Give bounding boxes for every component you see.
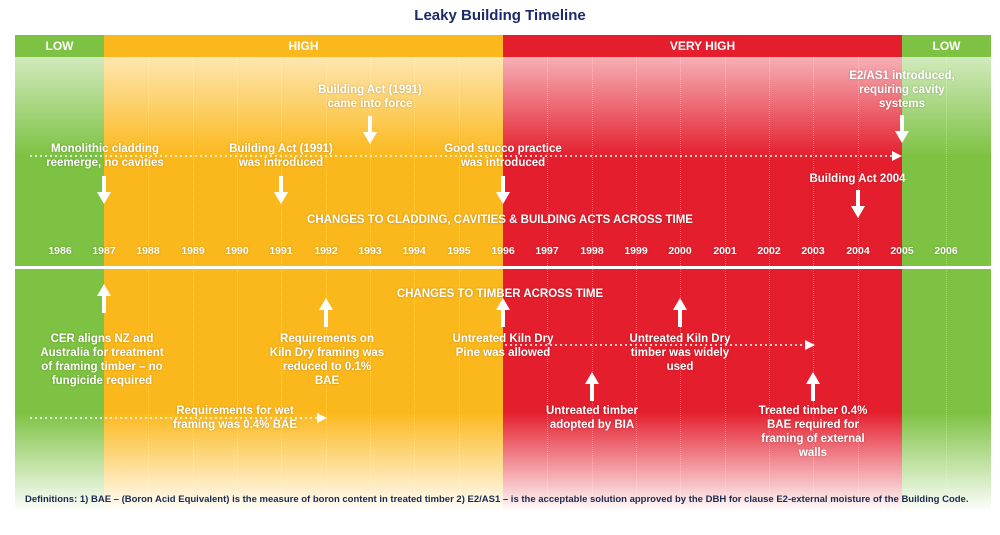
year-label: 1991	[269, 245, 293, 257]
gridline	[769, 57, 770, 512]
year-label: 1997	[535, 245, 559, 257]
cladding-event-building-act-2004: Building Act 2004	[809, 173, 906, 185]
arrow-head-icon	[892, 151, 902, 161]
timber-event-kiln-dry-reduced: Requirements on Kiln Dry framing was reduc…	[269, 333, 385, 387]
cladding-event-building-act-in-force: Building Act (1991) came into force	[318, 84, 422, 110]
year-label: 1999	[624, 245, 648, 257]
up-arrow-icon	[673, 298, 687, 327]
year-label: 2001	[713, 245, 737, 257]
gridline	[592, 57, 593, 512]
section-divider	[15, 266, 991, 269]
cladding-heading: CHANGES TO CLADDING, CAVITIES & BUILDING…	[307, 214, 693, 226]
gridline	[636, 57, 637, 512]
year-label: 2006	[934, 245, 958, 257]
zone-low-late	[902, 57, 991, 512]
up-arrow-icon	[806, 372, 820, 401]
year-label: 2000	[668, 245, 692, 257]
timber-event-kiln-dry-pine: Untreated Kiln Dry Pine was allowed	[452, 333, 554, 359]
up-arrow-icon	[319, 298, 333, 327]
timber-event-treated-timber: Treated timber 0.4% BAE required for frami…	[758, 405, 868, 459]
gridline	[193, 57, 194, 512]
arrow-head-icon	[317, 413, 327, 423]
zone-very-high	[503, 57, 902, 512]
year-label: 2003	[801, 245, 825, 257]
cladding-event-e2as1: E2/AS1 introduced, requiring cavity system…	[849, 70, 955, 110]
down-arrow-icon	[363, 116, 377, 144]
band-low-late: LOW	[902, 35, 991, 57]
gridline	[946, 57, 947, 512]
cladding-event-monolithic: Monolithic cladding reemerge, no cavities	[46, 143, 164, 169]
band-high: HIGH	[104, 35, 503, 57]
year-label: 2004	[846, 245, 870, 257]
year-label: 1994	[402, 245, 426, 257]
up-arrow-icon	[97, 284, 111, 313]
down-arrow-icon	[97, 176, 111, 204]
gridline	[858, 57, 859, 512]
timber-event-bia: Untreated timber adopted by BIA	[545, 405, 639, 431]
arrow-head-icon	[805, 340, 815, 350]
gridline	[237, 57, 238, 512]
year-label: 2005	[890, 245, 914, 257]
down-arrow-icon	[274, 176, 288, 204]
zone-high	[104, 57, 503, 512]
gridline	[459, 57, 460, 512]
year-label: 1986	[48, 245, 72, 257]
year-label: 1998	[580, 245, 604, 257]
page-title: Leaky Building Timeline	[414, 7, 586, 24]
band-very-high: VERY HIGH	[503, 35, 902, 57]
cladding-event-building-act-introduced: Building Act (1991) was introduced	[229, 143, 333, 169]
gridline	[414, 57, 415, 512]
down-arrow-icon	[851, 190, 865, 218]
year-label: 1996	[491, 245, 515, 257]
year-label: 1992	[314, 245, 338, 257]
gridline	[547, 57, 548, 512]
year-label: 1995	[447, 245, 471, 257]
gridline	[680, 57, 681, 512]
up-arrow-icon	[585, 372, 599, 401]
timber-event-wet-framing: Requirements for wet framing was 0.4% BAE	[173, 405, 297, 431]
year-label: 1990	[225, 245, 249, 257]
gridline	[281, 57, 282, 512]
definitions-footnote: Definitions: 1) BAE – (Boron Acid Equiva…	[25, 494, 969, 505]
up-arrow-icon	[496, 298, 510, 327]
year-label: 1993	[358, 245, 382, 257]
gridline	[148, 57, 149, 512]
down-arrow-icon	[496, 176, 510, 204]
zone-low-early	[15, 57, 104, 512]
band-low-early: LOW	[15, 35, 104, 57]
year-label: 1989	[181, 245, 205, 257]
year-label: 2002	[757, 245, 781, 257]
gridline	[725, 57, 726, 512]
year-label: 1988	[136, 245, 160, 257]
timber-event-cer: CER aligns NZ and Australia for treatment…	[40, 333, 164, 387]
year-label: 1987	[92, 245, 116, 257]
gridline	[370, 57, 371, 512]
timber-event-kiln-dry-widely-used: Untreated Kiln Dry timber was widely used	[629, 333, 731, 373]
gridline	[326, 57, 327, 512]
timber-heading: CHANGES TO TIMBER ACROSS TIME	[396, 288, 604, 300]
down-arrow-icon	[895, 115, 909, 143]
cladding-event-stucco: Good stucco practice was introduced	[444, 143, 562, 169]
gridline	[813, 57, 814, 512]
